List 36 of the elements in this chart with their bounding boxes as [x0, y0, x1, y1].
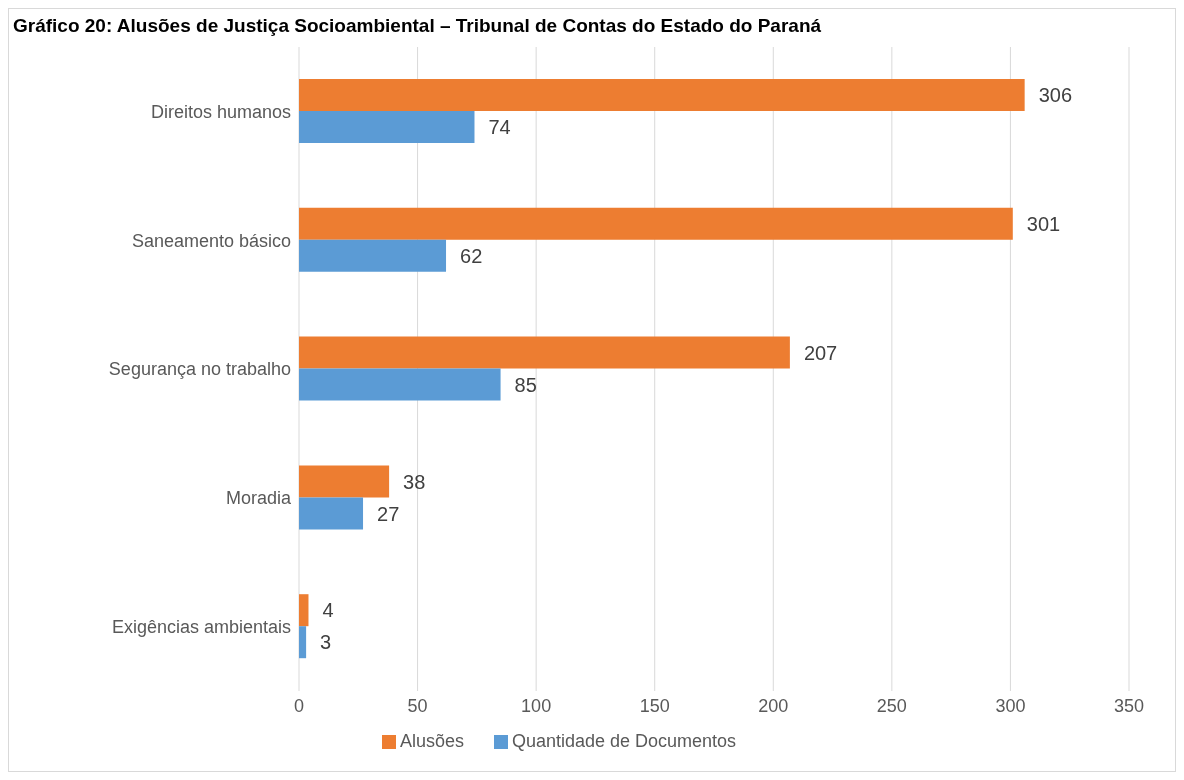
x-tick-label: 300 [995, 695, 1026, 716]
bar [299, 368, 501, 401]
data-label: 27 [377, 502, 400, 525]
data-label: 3 [320, 631, 332, 654]
data-label: 4 [322, 599, 334, 622]
y-tick-label: Saneamento básico [131, 230, 291, 251]
bar [299, 497, 364, 530]
y-tick-label: Moradia [225, 488, 292, 509]
data-label: 38 [403, 470, 426, 493]
x-tick-label: 0 [293, 695, 305, 716]
legend-label: Quantidade de Documentos [511, 731, 737, 751]
chart-title: Gráfico 20: Alusões de Justiça Socioambiental – Tribunal de Contas do Estado do Paraná [12, 14, 823, 37]
x-tick-label: 50 [407, 695, 428, 716]
data-label: 306 [1038, 84, 1073, 107]
data-label: 207 [803, 341, 838, 364]
bar [299, 465, 390, 498]
bar [299, 594, 309, 627]
legend-label: Alusões [399, 731, 464, 751]
x-tick-label: 100 [521, 695, 552, 716]
bar [299, 239, 447, 272]
x-tick-label: 150 [639, 695, 670, 716]
y-tick-label: Direitos humanos [150, 101, 291, 122]
y-tick-label: Segurança no trabalho [108, 359, 291, 380]
data-label: 74 [488, 116, 511, 139]
x-tick-label: 350 [1113, 695, 1145, 716]
bar [299, 111, 475, 143]
data-label: 62 [460, 244, 483, 267]
data-label: 85 [514, 373, 537, 396]
data-label: 301 [1026, 212, 1061, 235]
bar [299, 207, 1013, 240]
y-tick-label: Exigências ambientais [111, 616, 291, 637]
bar [299, 626, 307, 659]
bar [299, 336, 790, 369]
x-tick-label: 250 [876, 695, 907, 716]
bar [299, 79, 1025, 111]
x-tick-label: 200 [758, 695, 789, 716]
